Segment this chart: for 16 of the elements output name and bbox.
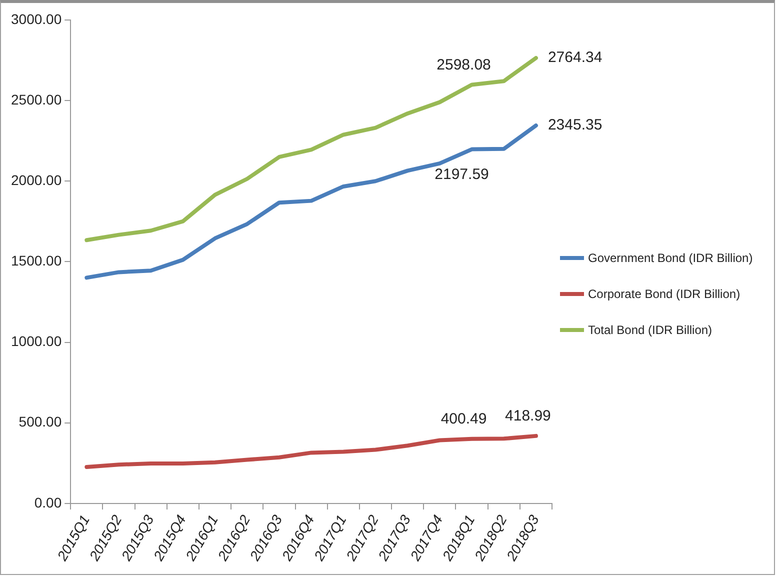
y-tick-label: 500.00 — [18, 414, 62, 430]
y-tick-label: 2000.00 — [10, 172, 62, 188]
legend-label: Government Bond (IDR Billion) — [588, 251, 753, 265]
data-label: 2197.59 — [434, 166, 489, 183]
y-tick-label: 2500.00 — [10, 91, 62, 108]
data-label: 2598.08 — [436, 56, 491, 74]
y-tick-label: 0.00 — [34, 494, 62, 510]
data-label: 418.99 — [505, 408, 551, 425]
y-tick-label: 1000.00 — [10, 333, 62, 350]
y-tick-label: 1500.00 — [10, 252, 62, 269]
legend-label: Total Bond (IDR Billion) — [588, 323, 712, 337]
data-label: 2764.34 — [548, 49, 602, 66]
legend-label: Corporate Bond (IDR Billion) — [588, 287, 740, 301]
data-label: 400.49 — [440, 410, 487, 428]
y-tick-label: 3000.00 — [10, 10, 62, 27]
data-label: 2345.35 — [548, 116, 602, 134]
